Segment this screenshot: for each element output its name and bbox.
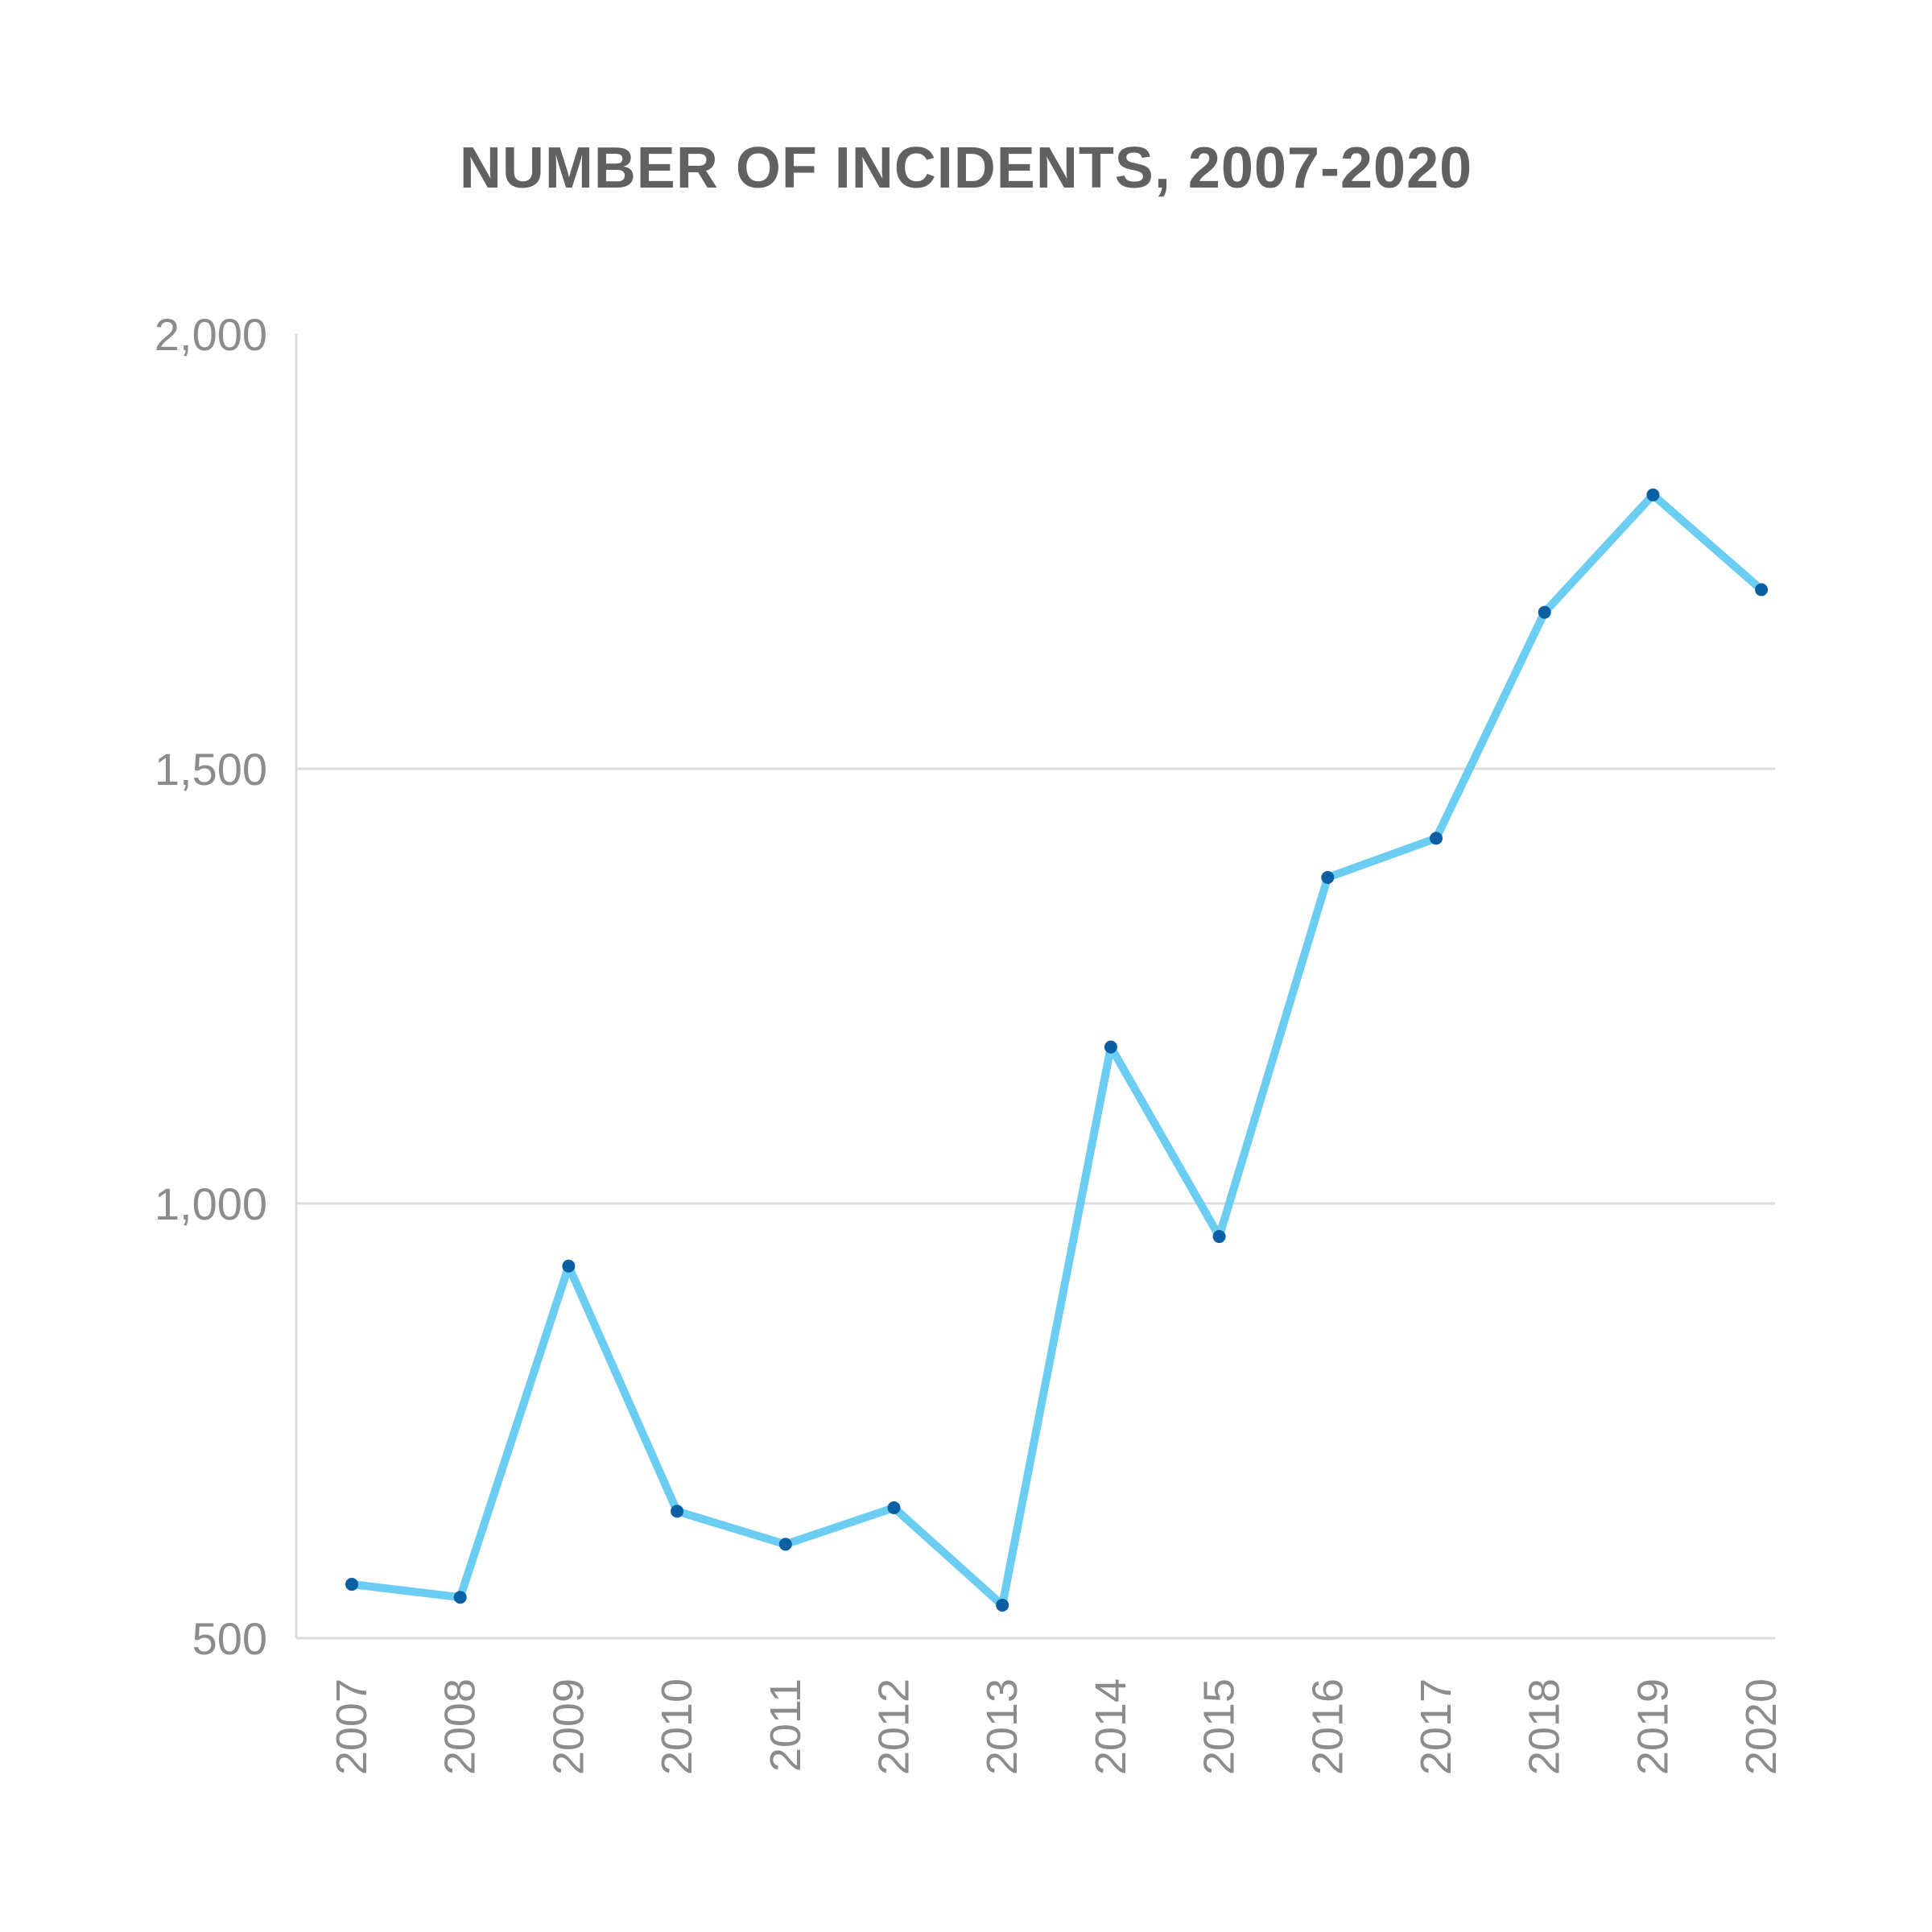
y-tick-label: 500 <box>192 1613 267 1664</box>
x-tick-label: 2018 <box>1521 1678 1569 1775</box>
chart-title: NUMBER OF INCIDENTS, 2007-2020 <box>459 136 1473 200</box>
data-point <box>778 1538 792 1551</box>
x-tick-label: 2008 <box>436 1678 485 1775</box>
axes <box>295 334 1775 1640</box>
data-points <box>345 488 1769 1612</box>
data-point <box>887 1501 901 1514</box>
x-tick-label: 2015 <box>1195 1678 1244 1775</box>
x-tick-label: 2013 <box>978 1678 1026 1775</box>
data-point <box>1212 1230 1226 1244</box>
data-point <box>453 1591 467 1604</box>
series <box>348 490 1766 1609</box>
y-tick-label: 2,000 <box>155 309 267 360</box>
data-point <box>562 1259 576 1273</box>
data-point <box>671 1505 684 1518</box>
data-point <box>345 1578 358 1591</box>
y-tick-labels: 500 1,000 1,500 2,000 <box>155 309 267 1664</box>
data-point <box>1321 871 1335 884</box>
x-tick-labels: 2007 2008 2009 2010 2011 2012 2013 2014 2015 2016… <box>328 1678 1785 1775</box>
series-line <box>348 490 1766 1609</box>
x-tick-label: 2014 <box>1087 1678 1135 1775</box>
data-point <box>1430 832 1443 845</box>
x-tick-label: 2011 <box>762 1678 810 1772</box>
data-point <box>1646 488 1660 502</box>
x-tick-label: 2016 <box>1303 1678 1352 1775</box>
data-point <box>1538 605 1551 619</box>
data-point <box>1755 583 1769 597</box>
x-tick-label: 2009 <box>544 1678 592 1775</box>
x-tick-label: 2019 <box>1629 1678 1677 1775</box>
data-point <box>996 1598 1009 1612</box>
x-tick-label: 2007 <box>328 1678 376 1775</box>
y-tick-label: 1,000 <box>155 1179 267 1229</box>
gridlines <box>296 767 1775 1205</box>
x-tick-label: 2017 <box>1412 1678 1460 1775</box>
x-tick-label: 2010 <box>653 1678 701 1775</box>
x-tick-label: 2012 <box>870 1678 919 1775</box>
y-tick-label: 1,500 <box>155 744 267 795</box>
data-point <box>1104 1040 1117 1054</box>
x-tick-label: 2020 <box>1737 1678 1785 1775</box>
